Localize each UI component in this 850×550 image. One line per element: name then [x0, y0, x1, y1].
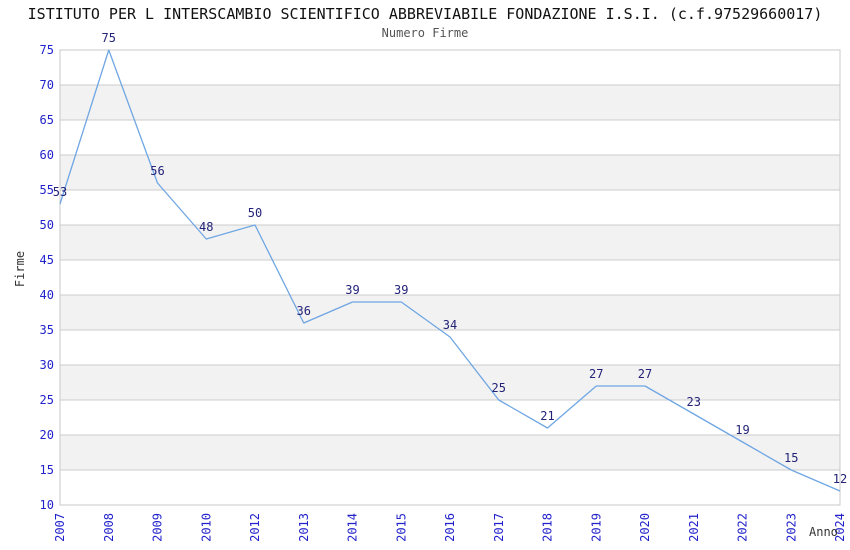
y-tick-label: 65: [40, 113, 54, 127]
data-line: [59, 49, 841, 492]
y-tick-label: 35: [40, 323, 54, 337]
y-tick-label: 75: [40, 43, 54, 57]
x-tick-label: 2007: [53, 513, 67, 542]
x-tick-label: 2013: [297, 513, 311, 542]
x-tick-label: 2010: [199, 513, 213, 542]
y-tick-label: 30: [40, 358, 54, 372]
x-tick-label: 2022: [736, 513, 750, 542]
plot-band: [60, 295, 840, 330]
y-tick-label: 10: [40, 498, 54, 512]
plot-band: [60, 85, 840, 120]
x-tick-label: 2009: [151, 513, 165, 542]
data-label: 56: [150, 164, 164, 178]
data-label: 53: [53, 185, 67, 199]
y-tick-label: 55: [40, 183, 54, 197]
data-label: 39: [345, 283, 359, 297]
y-tick-label: 50: [40, 218, 54, 232]
data-label: 25: [492, 381, 506, 395]
y-tick-label: 25: [40, 393, 54, 407]
data-label: 50: [248, 206, 262, 220]
plot-frame: [59, 49, 841, 506]
x-tick-label: 2018: [541, 513, 555, 542]
data-label: 19: [735, 423, 749, 437]
data-label: 48: [199, 220, 213, 234]
page-title: ISTITUTO PER L INTERSCAMBIO SCIENTIFICO …: [27, 5, 823, 23]
data-label: 39: [394, 283, 408, 297]
y-axis-title: Firme: [13, 250, 27, 288]
y-tick-label: 20: [40, 428, 54, 442]
x-tick-label: 2023: [784, 513, 798, 542]
data-label: 27: [589, 367, 603, 381]
x-tick-label: 2016: [443, 513, 457, 542]
data-label: 27: [638, 367, 652, 381]
plot-band: [60, 225, 840, 260]
y-tick-label: 45: [40, 253, 54, 267]
x-tick-label: 2015: [394, 513, 408, 542]
data-label: 12: [833, 472, 847, 486]
y-tick-label: 60: [40, 148, 54, 162]
x-tick-label: 2012: [248, 513, 262, 542]
x-tick-label: 2020: [638, 513, 652, 542]
plot-band: [60, 155, 840, 190]
data-label: 75: [102, 31, 116, 45]
x-tick-label: 2017: [492, 513, 506, 542]
x-tick-label: 2021: [687, 513, 701, 542]
data-label: 21: [540, 409, 554, 423]
plot-band: [60, 435, 840, 470]
data-label: 36: [297, 304, 311, 318]
x-tick-label: 2014: [346, 513, 360, 542]
y-tick-label: 40: [40, 288, 54, 302]
data-label: 15: [784, 451, 798, 465]
data-label: 23: [687, 395, 701, 409]
data-label: 34: [443, 318, 457, 332]
chart-subtitle: Numero Firme: [381, 26, 469, 40]
x-tick-label: 2008: [102, 513, 116, 542]
x-tick-label: 2024: [833, 513, 847, 542]
x-axis-title: Anno: [809, 525, 838, 539]
x-tick-label: 2019: [589, 513, 603, 542]
y-tick-label: 15: [40, 463, 54, 477]
y-tick-label: 70: [40, 78, 54, 92]
plot-band: [60, 365, 840, 400]
